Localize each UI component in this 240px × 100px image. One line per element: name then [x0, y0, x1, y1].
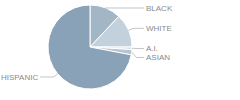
- slice: [48, 5, 131, 89]
- slice-label: A.I.: [146, 44, 158, 53]
- leader-line: [129, 28, 144, 30]
- slice: [90, 16, 132, 47]
- leader-line: [132, 48, 144, 49]
- slice-label: BLACK: [146, 4, 173, 13]
- chart: BLACK WHITE A.I.ASIAN HISPANIC: [0, 0, 240, 100]
- slice-label: ASIAN: [146, 53, 170, 62]
- slice-label: WHITE: [146, 24, 172, 33]
- leader-line: [132, 52, 144, 57]
- slice-label: HISPANIC: [1, 73, 38, 82]
- slices: [48, 5, 132, 89]
- leader-line: [40, 74, 58, 77]
- leader-line: [105, 7, 144, 8]
